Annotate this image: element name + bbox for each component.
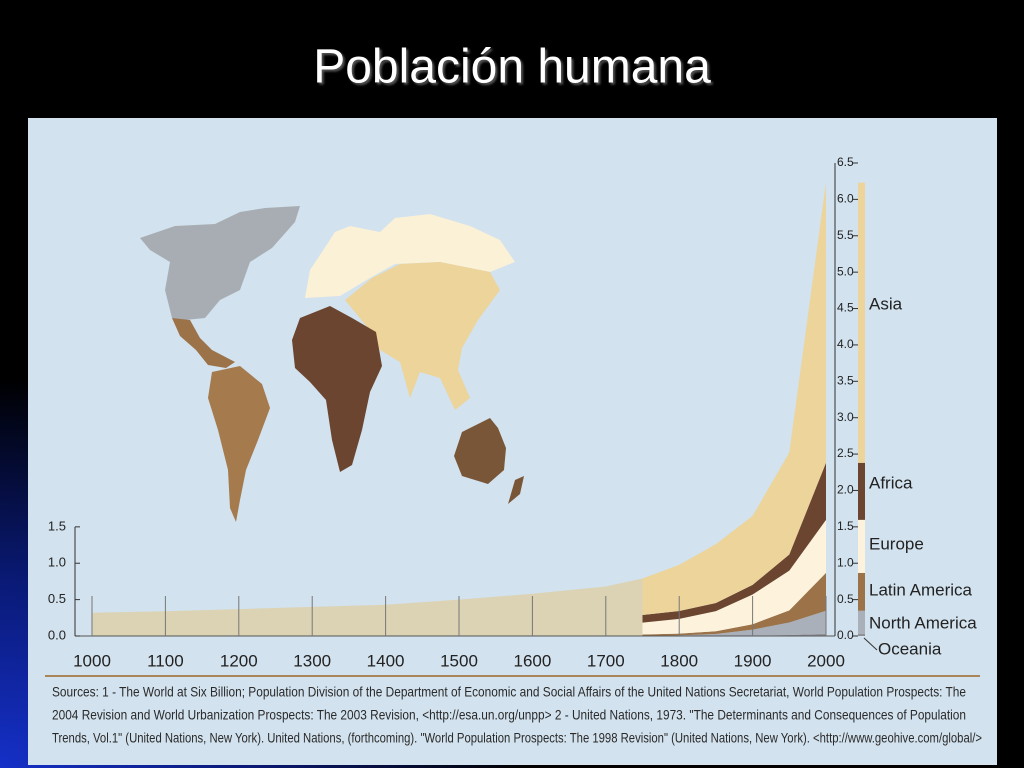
right-y-tick-label: 2.0	[837, 483, 854, 497]
x-tick-label: 1600	[513, 651, 551, 670]
x-tick-label: 1700	[587, 651, 625, 670]
x-tick-label: 1300	[293, 651, 331, 670]
x-tick-label: 1900	[734, 651, 772, 670]
right-y-tick-label: 5.0	[837, 264, 854, 278]
left-y-tick-label: 0.5	[48, 591, 66, 606]
world-map	[140, 206, 524, 522]
x-tick-label: 1100	[147, 651, 184, 670]
x-tick-label: 1500	[440, 651, 478, 670]
map-europe	[305, 214, 515, 298]
right-y-tick-label: 6.5	[837, 155, 854, 169]
right-y-tick-label: 4.5	[837, 301, 854, 315]
map-asia	[345, 262, 500, 410]
map-south-america	[208, 366, 270, 522]
x-tick-label: 1200	[220, 651, 258, 670]
area-world-total	[92, 578, 643, 636]
legend-label: Africa	[869, 473, 913, 492]
x-tick-label: 1800	[660, 651, 698, 670]
right-y-tick-label: 1.0	[837, 555, 854, 569]
map-africa	[292, 306, 382, 472]
legend-bar-segment	[858, 462, 865, 520]
legend-bar-segment	[858, 633, 865, 636]
slide-title: Población humana	[313, 41, 711, 94]
x-tick-label: 2000	[807, 651, 845, 670]
x-tick-label: 1000	[73, 651, 111, 670]
source-line: Sources: 1 - The World at Six Billion; P…	[52, 684, 966, 700]
source-line: 2004 Revision and World Urbanization Pro…	[52, 707, 966, 723]
map-latin-america-north	[172, 318, 235, 368]
source-line: Trends, Vol.1" (United Nations, New York…	[52, 730, 982, 746]
area-region	[642, 519, 826, 635]
map-australia	[454, 418, 506, 484]
x-tick-label: 1400	[367, 651, 405, 670]
legend-bar-segment	[858, 572, 865, 611]
legend-label: Oceania	[878, 639, 942, 658]
area-region	[642, 633, 826, 636]
left-y-tick-label: 0.0	[48, 627, 66, 642]
area-region	[642, 182, 826, 615]
map-new-zealand	[508, 476, 524, 504]
legend-leader	[863, 637, 878, 651]
right-y-tick-label: 3.0	[837, 410, 854, 424]
right-y-tick-label: 2.5	[837, 446, 854, 460]
legend-label: Latin America	[869, 580, 973, 599]
right-y-tick-label: 3.5	[837, 373, 854, 387]
map-north-america	[140, 206, 300, 320]
right-y-tick-label: 0.5	[837, 592, 854, 606]
right-y-tick-label: 0.0	[837, 628, 854, 642]
right-y-tick-label: 5.5	[837, 228, 854, 242]
left-y-tick-label: 1.0	[48, 555, 66, 570]
right-y-tick-label: 4.0	[837, 337, 854, 351]
legend-label: Asia	[869, 294, 903, 313]
legend-label: North America	[869, 613, 977, 632]
legend-bar-segment	[858, 519, 865, 573]
legend-bar-segment	[858, 182, 865, 463]
area-region	[642, 610, 826, 636]
left-y-tick-label: 1.5	[48, 518, 66, 533]
legend-bar-segment	[858, 610, 865, 634]
area-region	[642, 572, 826, 636]
legend-label: Europe	[869, 534, 924, 553]
right-y-tick-label: 1.5	[837, 519, 854, 533]
right-y-tick-label: 6.0	[837, 192, 854, 206]
